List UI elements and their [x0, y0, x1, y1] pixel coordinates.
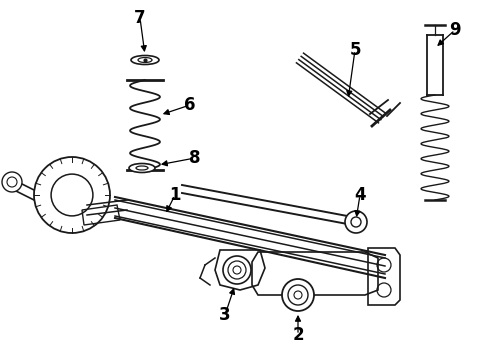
- Circle shape: [345, 211, 367, 233]
- Text: 7: 7: [134, 9, 146, 27]
- Circle shape: [2, 172, 22, 192]
- Text: 8: 8: [189, 149, 201, 167]
- Circle shape: [223, 256, 251, 284]
- Circle shape: [282, 279, 314, 311]
- Text: 5: 5: [349, 41, 361, 59]
- Text: 1: 1: [169, 186, 181, 204]
- Text: 9: 9: [449, 21, 461, 39]
- Ellipse shape: [131, 55, 159, 64]
- Text: 4: 4: [354, 186, 366, 204]
- Ellipse shape: [129, 163, 155, 172]
- Text: 6: 6: [184, 96, 196, 114]
- Text: 3: 3: [219, 306, 231, 324]
- Text: 2: 2: [292, 326, 304, 344]
